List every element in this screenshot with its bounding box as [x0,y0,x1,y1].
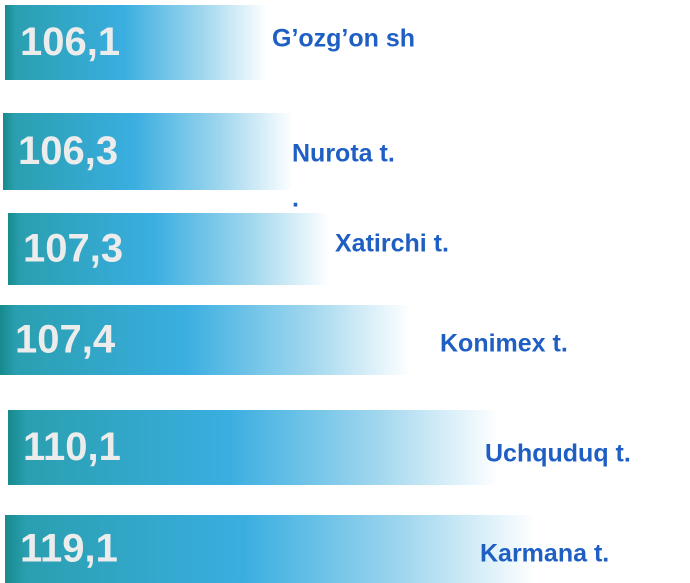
value-label: 106,3 [18,129,118,173]
region-label: Nurota t. [292,140,395,168]
bar [3,113,293,190]
region-label: Konimex t. [440,330,568,358]
value-label: 110,1 [23,425,121,469]
value-label: 107,3 [23,227,123,271]
bar [8,410,498,485]
bar [8,213,330,285]
region-label: Uchquduq t. [485,440,631,468]
value-label: 107,4 [15,318,116,362]
bar [0,305,410,375]
bar [5,515,535,583]
region-label: Xatirchi t. [335,230,449,258]
value-label: 106,1 [20,20,120,64]
region-label: G’ozg’on sh [272,25,415,53]
region-label-extra: . [292,185,299,213]
bar [5,5,267,80]
region-label: Karmana t. [480,540,609,568]
value-label: 119,1 [20,527,118,571]
